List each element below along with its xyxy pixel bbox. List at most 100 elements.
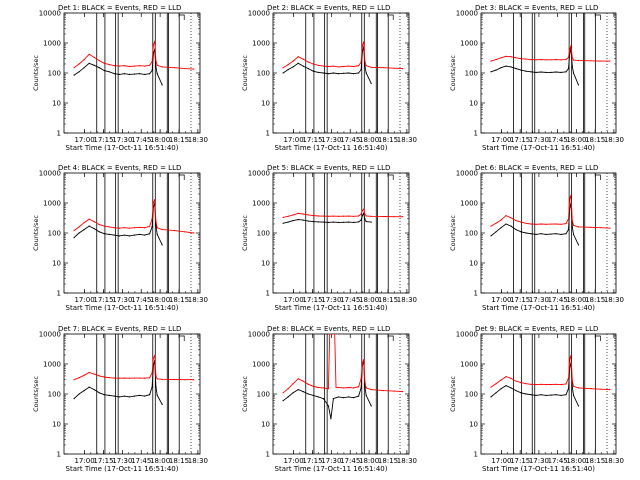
data-point-events [500, 227, 502, 229]
data-point-lld [156, 64, 158, 66]
panel-title: Det 9: BLACK = Events, RED = LLD [475, 325, 598, 333]
data-point-lld [98, 60, 100, 62]
data-point-lld [495, 222, 497, 224]
x-tick-label: 17:00 [283, 136, 303, 144]
data-point-lld [370, 66, 372, 68]
data-point-lld [287, 215, 289, 217]
data-point-lld [364, 381, 366, 383]
data-point-lld [152, 357, 154, 359]
data-point-lld [83, 59, 85, 61]
series-line-lld [490, 44, 610, 62]
data-point-lld [174, 378, 176, 381]
panel-title: Det 8: BLACK = Events, RED = LLD [267, 325, 390, 333]
x-tick-label: 18:30 [188, 457, 208, 465]
data-point-lld [152, 44, 154, 46]
data-point-lld [515, 380, 517, 382]
panel-det-6: Det 6: BLACK = Events, RED = LLD 1 10 100 10… [449, 164, 624, 312]
data-point-events [73, 398, 75, 400]
data-point-lld [292, 383, 294, 385]
data-point-lld [282, 67, 284, 69]
data-point-events [133, 234, 136, 236]
x-tick-label: 17:15 [510, 457, 530, 465]
data-point-events [93, 64, 95, 66]
x-tick-label: 17:15 [93, 296, 113, 304]
y-tick-label: 10 [469, 100, 478, 108]
data-point-lld [327, 388, 329, 390]
data-point-events [353, 397, 355, 399]
data-point-events [540, 233, 542, 235]
data-point-events [123, 234, 125, 236]
data-point-events [337, 221, 340, 223]
data-point-events [312, 394, 314, 396]
data-point-lld [383, 215, 385, 218]
x-tick-label: 17:30 [529, 457, 549, 465]
data-point-events [93, 389, 95, 391]
data-point-lld [329, 334, 331, 335]
data-point-events [322, 72, 324, 74]
data-point-events [330, 418, 332, 420]
data-point-lld [184, 68, 186, 70]
data-point-lld [133, 227, 136, 229]
data-point-lld [363, 359, 365, 361]
data-point-lld [73, 230, 75, 232]
data-point-events [365, 394, 367, 396]
data-point-lld [569, 198, 571, 200]
x-tick-label: 18:30 [188, 296, 208, 304]
data-point-events [88, 386, 90, 388]
data-point-events [302, 391, 304, 393]
y-tick-label: 1 [474, 451, 478, 459]
data-point-events [545, 394, 547, 396]
data-point-lld [530, 223, 532, 225]
data-point-lld [510, 217, 512, 219]
data-point-lld [590, 226, 592, 228]
data-point-lld [287, 388, 289, 390]
data-point-lld [545, 384, 547, 386]
data-point-lld [337, 215, 340, 217]
data-point-events [490, 235, 492, 237]
data-point-lld [600, 227, 602, 229]
data-point-events [370, 405, 372, 407]
x-tick-label: 18:15 [585, 296, 605, 304]
y-tick-label: 10000 [456, 331, 478, 339]
y-axis-label: Counts/sec [32, 376, 40, 412]
series-line-events [490, 48, 579, 86]
data-point-lld [525, 58, 527, 60]
data-point-lld [540, 223, 542, 225]
data-point-lld [505, 55, 507, 57]
y-tick-label: 1000 [252, 40, 270, 48]
x-tick-label: 17:30 [321, 296, 341, 304]
data-point-lld [360, 213, 362, 215]
data-point-events [332, 221, 334, 223]
x-axis-label: Start Time (17-Oct-11 16:51:40) [66, 465, 179, 473]
data-point-events [118, 73, 120, 75]
data-point-events [365, 221, 367, 223]
data-point-events [88, 225, 90, 227]
data-point-events [565, 71, 567, 73]
data-point-lld [297, 56, 299, 58]
data-point-events [297, 62, 299, 64]
data-point-events [535, 71, 537, 73]
x-tick-label: 17:00 [491, 457, 511, 465]
y-tick-label: 100 [48, 230, 61, 238]
data-point-lld [297, 212, 299, 214]
panel-title: Det 1: BLACK = Events, RED = LLD [58, 4, 181, 12]
data-point-events [312, 221, 314, 223]
data-point-lld [353, 215, 355, 217]
bracket-marker [179, 335, 185, 341]
data-point-events [151, 226, 153, 228]
y-tick-label: 100 [465, 70, 478, 78]
data-point-events [128, 73, 131, 75]
x-tick-label: 18:00 [150, 457, 170, 465]
y-tick-label: 100 [465, 230, 478, 238]
data-point-lld [565, 59, 567, 61]
data-point-events [149, 233, 151, 235]
data-point-events [571, 65, 573, 67]
y-tick-label: 10 [52, 421, 61, 429]
data-point-lld [312, 385, 314, 387]
data-point-lld [78, 63, 80, 65]
data-point-events [555, 71, 557, 73]
y-tick-label: 10000 [456, 170, 478, 178]
data-point-events [555, 233, 557, 235]
data-point-lld [292, 214, 294, 216]
data-point-lld [156, 227, 158, 229]
